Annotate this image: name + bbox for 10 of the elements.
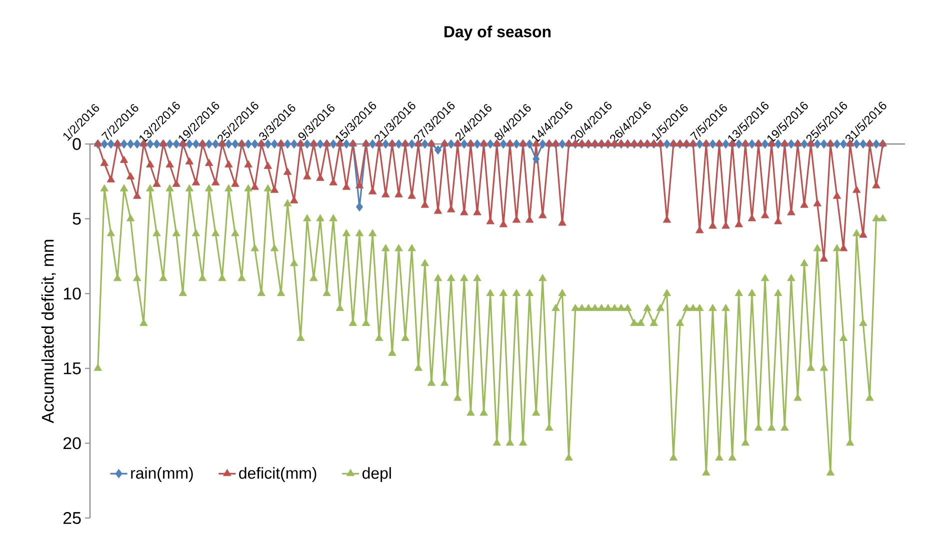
y-tick-label: 10 <box>64 288 81 300</box>
legend-label: depl <box>362 467 391 482</box>
y-tick-label: 5 <box>72 212 81 225</box>
y-tick-label: 15 <box>64 362 81 374</box>
legend-label: deficit(mm) <box>239 467 316 482</box>
y-tick-label: 25 <box>64 512 81 524</box>
chart-title: Day of season <box>444 26 551 41</box>
y-tick-label: 20 <box>64 437 81 450</box>
legend-label: rain(mm) <box>131 467 193 482</box>
y-axis-title: Accumulated deficit, mm <box>41 240 56 424</box>
